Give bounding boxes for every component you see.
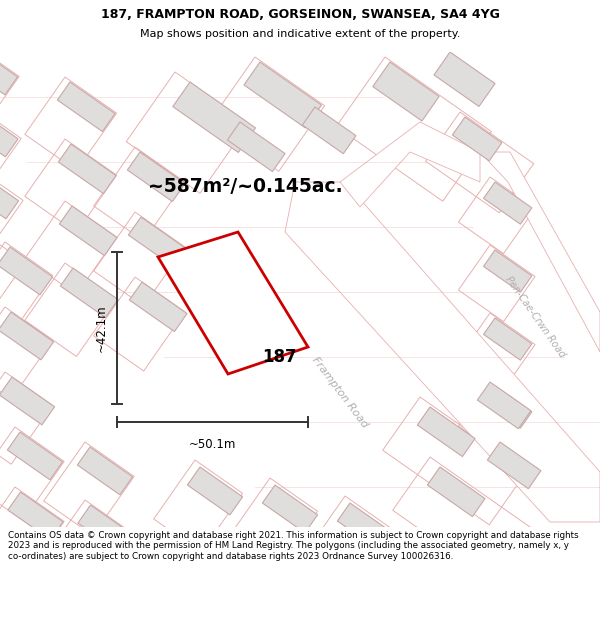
Text: ~42.1m: ~42.1m [95,304,107,352]
Text: Frampton Road: Frampton Road [310,354,370,429]
Polygon shape [58,144,116,194]
Text: 187, FRAMPTON ROAD, GORSEINON, SWANSEA, SA4 4YG: 187, FRAMPTON ROAD, GORSEINON, SWANSEA, … [101,8,499,21]
Polygon shape [7,432,62,480]
Polygon shape [127,152,185,202]
Text: Contains OS data © Crown copyright and database right 2021. This information is : Contains OS data © Crown copyright and d… [8,531,578,561]
Polygon shape [61,268,118,318]
Polygon shape [285,182,600,522]
Polygon shape [452,117,502,161]
Polygon shape [0,171,19,219]
Polygon shape [8,492,63,540]
Polygon shape [434,52,495,106]
Polygon shape [418,407,475,457]
Polygon shape [78,505,133,553]
Polygon shape [128,217,186,267]
Polygon shape [158,232,308,374]
Polygon shape [130,282,187,332]
Polygon shape [262,485,317,533]
Polygon shape [487,442,541,489]
Polygon shape [77,447,133,495]
Polygon shape [484,182,532,224]
Polygon shape [427,467,485,517]
Text: Map shows position and indicative extent of the property.: Map shows position and indicative extent… [140,29,460,39]
Polygon shape [337,503,392,551]
Polygon shape [0,247,53,295]
Polygon shape [244,62,322,128]
Polygon shape [302,107,356,154]
Polygon shape [8,552,64,600]
Polygon shape [484,386,532,428]
Polygon shape [187,467,242,515]
Text: ~50.1m: ~50.1m [189,438,236,451]
Polygon shape [478,382,531,429]
Polygon shape [227,122,285,172]
Text: ~587m²/~0.145ac.: ~587m²/~0.145ac. [148,177,343,196]
Polygon shape [58,82,115,132]
Polygon shape [480,152,600,352]
Polygon shape [340,122,480,207]
Polygon shape [79,563,134,611]
Polygon shape [0,109,18,157]
Polygon shape [373,62,439,121]
Text: Pen-Cae-Crwn Road: Pen-Cae-Crwn Road [503,274,567,359]
Polygon shape [0,47,17,95]
Text: 187: 187 [263,348,298,366]
Polygon shape [173,82,256,152]
Polygon shape [484,250,532,292]
Polygon shape [59,206,117,256]
Polygon shape [0,377,55,425]
Polygon shape [0,312,53,360]
Polygon shape [484,318,532,360]
